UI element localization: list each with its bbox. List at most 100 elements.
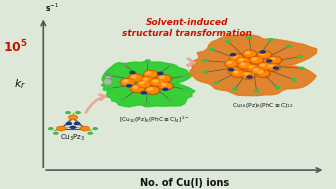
Circle shape [182,74,188,77]
Circle shape [182,88,188,91]
Circle shape [92,127,98,130]
Circle shape [266,59,272,63]
Circle shape [146,72,151,74]
Circle shape [229,54,243,61]
Circle shape [80,126,90,131]
Circle shape [266,64,280,71]
Circle shape [70,125,76,129]
Circle shape [145,59,151,63]
Circle shape [158,82,173,90]
Circle shape [160,76,164,79]
Circle shape [238,62,251,69]
Circle shape [266,64,280,71]
Circle shape [201,59,207,62]
Circle shape [107,87,112,90]
Circle shape [123,80,128,82]
Circle shape [75,111,81,114]
Circle shape [68,115,78,120]
Circle shape [148,88,153,90]
Circle shape [126,84,132,88]
Polygon shape [101,61,195,107]
Circle shape [137,80,152,88]
Circle shape [243,50,256,58]
Circle shape [236,57,251,65]
Circle shape [157,75,171,83]
Circle shape [241,63,245,65]
Text: $k_r$: $k_r$ [14,77,26,91]
Circle shape [132,75,136,78]
Circle shape [258,63,272,70]
Circle shape [232,88,238,91]
Circle shape [252,58,256,60]
Circle shape [244,73,248,75]
Circle shape [87,132,93,135]
Circle shape [48,127,54,130]
Text: s$^{-1}$: s$^{-1}$ [45,2,59,14]
Circle shape [128,74,143,82]
Circle shape [144,102,150,105]
Text: Cu$_3$Pz$_3$: Cu$_3$Pz$_3$ [60,132,86,143]
Circle shape [140,82,144,84]
Circle shape [224,60,239,68]
Circle shape [74,122,80,125]
Circle shape [228,67,242,74]
Circle shape [275,86,281,89]
Circle shape [231,70,246,77]
Circle shape [133,86,138,88]
Circle shape [157,72,164,75]
Circle shape [251,67,265,74]
Circle shape [56,126,66,131]
Text: Solvent-induced: Solvent-induced [145,18,228,27]
Circle shape [256,70,270,77]
Circle shape [66,122,72,125]
Circle shape [297,55,303,58]
Circle shape [121,63,127,66]
Circle shape [129,71,136,74]
Circle shape [267,56,282,64]
Circle shape [241,71,256,79]
Circle shape [241,71,255,79]
Circle shape [258,51,272,59]
Circle shape [121,98,126,101]
Circle shape [231,68,235,71]
Circle shape [228,68,235,72]
Circle shape [143,78,148,81]
Circle shape [239,59,243,61]
Circle shape [236,57,250,65]
Circle shape [299,67,305,70]
Circle shape [150,78,165,87]
Text: [Cu$_{10}$(Pz)$_6$(PhC$\equiv$C)$_4$]$^{2-}$: [Cu$_{10}$(Pz)$_6$(PhC$\equiv$C)$_4$]$^{… [119,114,189,125]
Circle shape [168,64,174,67]
Circle shape [249,56,264,64]
Circle shape [143,70,159,79]
Circle shape [140,77,155,84]
Circle shape [143,70,158,78]
Circle shape [267,56,281,64]
Circle shape [225,40,231,43]
Text: $\mathbf{10^5}$: $\mathbf{10^5}$ [3,38,28,55]
Circle shape [228,67,243,75]
Circle shape [203,71,209,74]
Circle shape [153,80,158,82]
Circle shape [231,70,245,77]
Circle shape [230,53,236,57]
Circle shape [145,86,159,94]
Circle shape [259,50,266,54]
Circle shape [224,60,238,67]
Circle shape [129,74,144,82]
Circle shape [260,53,265,55]
Text: No. of Cu(I) ions: No. of Cu(I) ions [140,177,229,187]
Circle shape [229,54,244,62]
Circle shape [120,78,135,86]
Circle shape [53,132,59,135]
Circle shape [107,74,113,77]
Circle shape [243,50,257,58]
Circle shape [238,62,252,70]
Circle shape [246,36,252,40]
Circle shape [259,71,263,73]
Circle shape [157,75,172,83]
Circle shape [140,77,155,85]
Circle shape [137,80,151,88]
Circle shape [249,66,253,68]
Circle shape [257,51,271,58]
